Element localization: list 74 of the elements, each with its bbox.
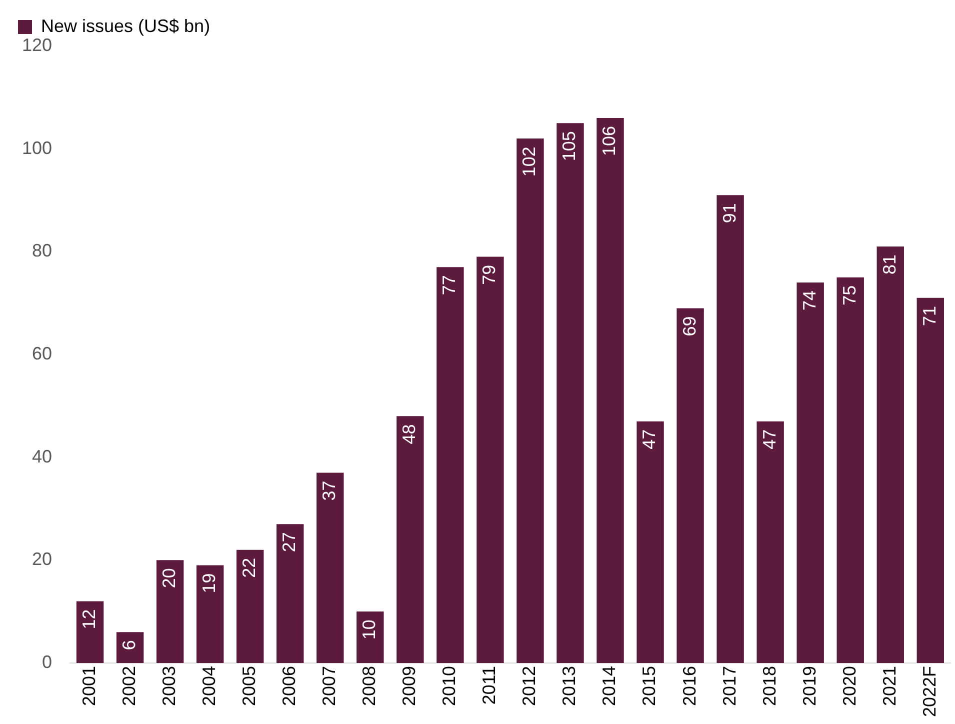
- x-tick-label: 2016: [679, 666, 700, 706]
- data-label: 81: [879, 254, 900, 275]
- x-tick-label: 2008: [359, 666, 380, 706]
- x-tick-label: 2002: [119, 666, 140, 706]
- data-label: 79: [479, 264, 500, 285]
- y-tick-label: 100: [22, 138, 52, 158]
- data-label: 19: [199, 573, 220, 594]
- x-tick-label: 2005: [239, 666, 260, 706]
- x-tick-label: 2021: [879, 666, 900, 706]
- x-tick-label: 2011: [479, 666, 500, 705]
- data-label: 74: [799, 290, 820, 311]
- y-tick-label: 120: [22, 34, 52, 55]
- bar: [356, 612, 384, 663]
- x-tick-label: 2022F: [919, 666, 940, 718]
- bar: [196, 565, 224, 663]
- data-label: 27: [279, 532, 300, 552]
- y-tick-label: 60: [32, 343, 52, 364]
- bar: [756, 421, 784, 663]
- x-tick-label: 2006: [279, 666, 300, 706]
- y-tick-label: 0: [42, 652, 52, 672]
- data-label: 48: [399, 424, 420, 444]
- x-tick-label: 2003: [159, 666, 180, 706]
- x-tick-label: 2010: [439, 666, 460, 706]
- bar: [156, 560, 184, 663]
- bar: [796, 282, 824, 663]
- x-tick-label: 2013: [559, 666, 580, 706]
- data-label: 6: [119, 640, 140, 650]
- data-label: 91: [719, 203, 740, 224]
- data-label: 102: [519, 146, 540, 177]
- x-tick-label: 2020: [839, 666, 860, 706]
- data-label: 37: [319, 480, 340, 501]
- data-label: 71: [919, 306, 940, 326]
- y-tick-label: 80: [32, 240, 52, 261]
- data-label: 77: [439, 275, 460, 296]
- data-label: 22: [239, 558, 260, 578]
- data-label: 20: [159, 568, 180, 588]
- x-tick-label: 2018: [759, 666, 780, 706]
- bar: [556, 123, 584, 663]
- bar: [716, 195, 744, 663]
- x-tick-label: 2004: [199, 666, 220, 706]
- x-tick-label: 2019: [799, 666, 820, 706]
- x-tick-label: 2015: [639, 666, 660, 706]
- data-label: 69: [679, 316, 700, 336]
- x-tick-label: 2012: [519, 666, 540, 706]
- bar: [436, 267, 464, 663]
- data-label: 105: [559, 131, 580, 162]
- x-tick-label: 2017: [719, 666, 740, 706]
- legend-label: New issues (US$ bn): [41, 16, 210, 36]
- x-tick-label: 2001: [79, 666, 100, 706]
- x-tick-label: 2007: [319, 666, 340, 706]
- x-tick-label: 2009: [399, 666, 420, 706]
- bar: [476, 256, 504, 663]
- x-tick-label: 2014: [599, 666, 620, 706]
- data-label: 106: [599, 126, 620, 156]
- bar: [396, 416, 424, 663]
- bar: [76, 601, 104, 663]
- data-label: 47: [759, 429, 780, 450]
- bar: [236, 550, 264, 663]
- bar: [596, 118, 624, 663]
- bar: [316, 472, 344, 663]
- data-label: 47: [639, 429, 660, 450]
- bar: [636, 421, 664, 663]
- y-tick-label: 40: [32, 446, 52, 466]
- bar: [276, 524, 304, 663]
- y-tick-label: 20: [32, 549, 52, 570]
- data-label: 10: [359, 620, 380, 640]
- bar: [876, 246, 904, 663]
- bar: [676, 308, 704, 663]
- bar: [916, 298, 944, 663]
- bar: [836, 277, 864, 663]
- data-label: 12: [79, 609, 100, 630]
- bar: [516, 138, 544, 663]
- data-label: 75: [839, 285, 860, 306]
- bar: [116, 632, 144, 663]
